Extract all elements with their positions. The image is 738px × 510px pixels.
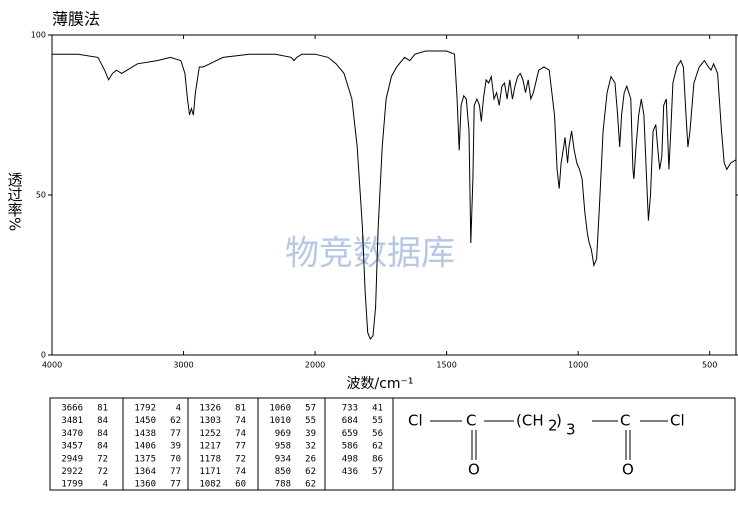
structure-label: (CH — [516, 412, 544, 430]
peak-wavenumber: 1010 — [269, 416, 291, 426]
structure-label: ) — [556, 412, 562, 430]
peak-transmittance: 57 — [372, 467, 383, 477]
peak-transmittance: 84 — [97, 416, 108, 426]
peak-transmittance: 70 — [170, 454, 181, 464]
x-tick-label: 3000 — [173, 361, 193, 370]
structure-label: O — [622, 461, 634, 479]
structure: Cl C (CH 2) 3 C Cl O O — [408, 412, 685, 479]
peak-wavenumber: 733 — [342, 404, 358, 414]
x-tick-label: 4000 — [42, 361, 62, 370]
spectrum-line — [52, 50, 737, 340]
peak-wavenumber: 934 — [275, 454, 291, 464]
peak-wavenumber: 1252 — [199, 429, 221, 439]
x-axis-label: 波数/cm⁻¹ — [346, 376, 413, 392]
peak-transmittance: 74 — [235, 416, 246, 426]
peak-transmittance: 74 — [235, 467, 246, 477]
peak-transmittance: 74 — [235, 429, 246, 439]
peak-wavenumber: 1171 — [199, 467, 221, 477]
peak-wavenumber: 1082 — [199, 480, 221, 490]
peak-wavenumber: 1375 — [134, 454, 156, 464]
x-tick-label: 500 — [702, 361, 717, 370]
peak-transmittance: 32 — [305, 442, 316, 452]
structure-label: C — [466, 412, 476, 430]
peak-wavenumber: 1060 — [269, 404, 291, 414]
peak-wavenumber: 2949 — [61, 454, 83, 464]
peak-transmittance: 57 — [305, 404, 316, 414]
peak-wavenumber: 586 — [342, 442, 358, 452]
peak-transmittance: 77 — [170, 480, 181, 490]
peak-wavenumber: 659 — [342, 429, 358, 439]
peak-wavenumber: 1326 — [199, 404, 221, 414]
peak-wavenumber: 684 — [342, 416, 358, 426]
peak-wavenumber: 1406 — [134, 442, 156, 452]
y-tick-label: 50 — [36, 191, 46, 200]
peak-wavenumber: 498 — [342, 454, 358, 464]
peak-transmittance: 72 — [235, 454, 246, 464]
x-tick-label: 1500 — [436, 361, 456, 370]
y-tick-label: 100 — [31, 31, 46, 40]
peak-wavenumber: 436 — [342, 467, 358, 477]
peak-wavenumber: 3457 — [61, 442, 83, 452]
peak-transmittance: 55 — [372, 416, 383, 426]
peak-transmittance: 84 — [97, 429, 108, 439]
peak-transmittance: 62 — [170, 416, 181, 426]
x-tick-label: 2000 — [305, 361, 325, 370]
structure-label: Cl — [408, 412, 423, 430]
x-tick-label: 1000 — [568, 361, 588, 370]
peak-wavenumber: 3481 — [61, 416, 83, 426]
watermark: 物竞数据库 — [285, 234, 455, 274]
peak-transmittance: 77 — [170, 467, 181, 477]
structure-label: 2 — [548, 417, 558, 435]
peak-transmittance: 84 — [97, 442, 108, 452]
peak-transmittance: 81 — [97, 404, 108, 414]
peak-wavenumber: 1438 — [134, 429, 156, 439]
peak-transmittance: 77 — [170, 429, 181, 439]
peak-wavenumber: 3666 — [61, 404, 83, 414]
peak-transmittance: 56 — [372, 429, 383, 439]
peak-wavenumber: 1360 — [134, 480, 156, 490]
peak-wavenumber: 1792 — [134, 404, 156, 414]
peak-wavenumber: 1178 — [199, 454, 221, 464]
peak-wavenumber: 1364 — [134, 467, 156, 477]
peak-transmittance: 72 — [97, 454, 108, 464]
peak-wavenumber: 1217 — [199, 442, 221, 452]
peak-wavenumber: 958 — [275, 442, 291, 452]
structure-label: Cl — [670, 412, 685, 430]
peak-wavenumber: 850 — [275, 467, 291, 477]
y-tick-label: 0 — [41, 351, 46, 360]
peak-transmittance: 55 — [305, 416, 316, 426]
peak-transmittance: 81 — [235, 404, 246, 414]
peak-transmittance: 62 — [372, 442, 383, 452]
structure-label: O — [468, 461, 480, 479]
peak-transmittance: 41 — [372, 404, 383, 414]
peak-wavenumber: 1450 — [134, 416, 156, 426]
peak-transmittance: 72 — [97, 467, 108, 477]
structure-label: C — [620, 412, 630, 430]
peak-transmittance: 39 — [305, 429, 316, 439]
peak-wavenumber: 2922 — [61, 467, 83, 477]
peak-transmittance: 4 — [176, 404, 181, 414]
y-axis-label: 透过率% — [6, 172, 24, 231]
peak-transmittance: 62 — [305, 467, 316, 477]
peak-transmittance: 60 — [235, 480, 246, 490]
peak-wavenumber: 1799 — [61, 480, 83, 490]
peak-transmittance: 39 — [170, 442, 181, 452]
peak-transmittance: 4 — [103, 480, 108, 490]
peak-transmittance: 62 — [305, 480, 316, 490]
peak-wavenumber: 3470 — [61, 429, 83, 439]
peak-wavenumber: 1303 — [199, 416, 221, 426]
plot-frame — [51, 34, 737, 356]
chart-title: 薄膜法 — [52, 10, 100, 29]
peak-transmittance: 77 — [235, 442, 246, 452]
peak-transmittance: 26 — [305, 454, 316, 464]
peak-wavenumber: 788 — [275, 480, 291, 490]
peak-transmittance: 86 — [372, 454, 383, 464]
peak-wavenumber: 969 — [275, 429, 291, 439]
structure-label: 3 — [566, 421, 576, 439]
